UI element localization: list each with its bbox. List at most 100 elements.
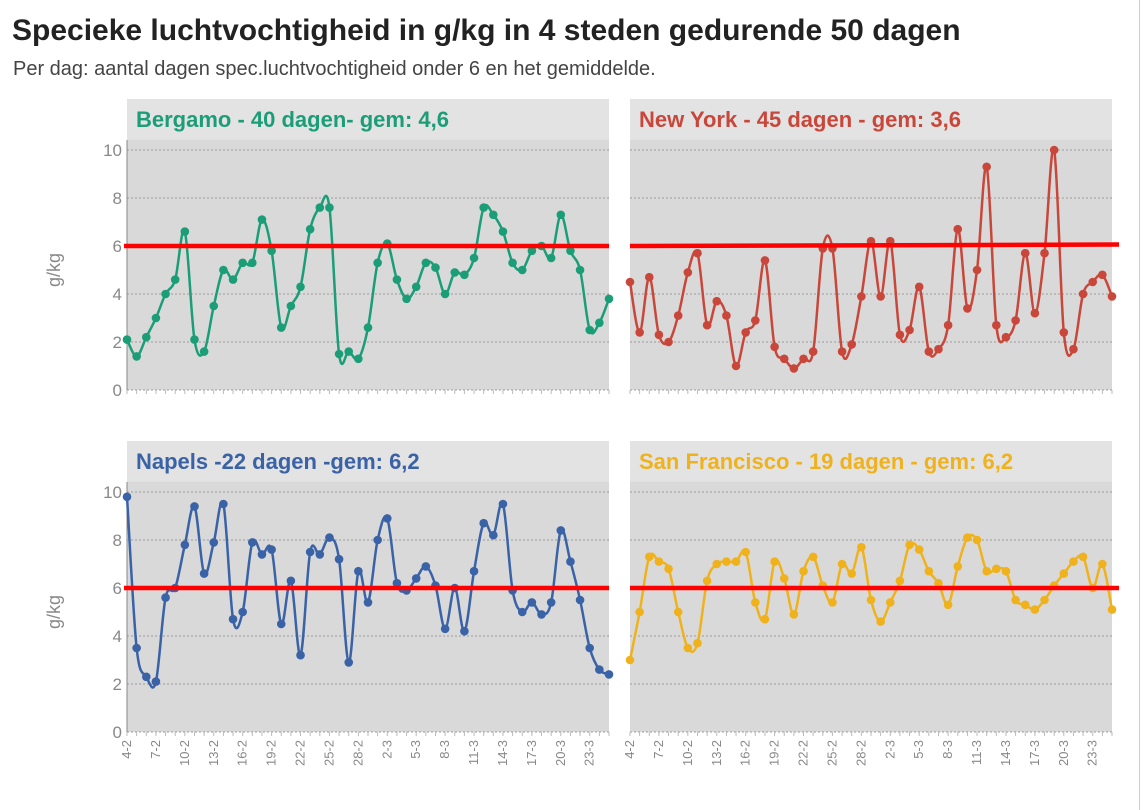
panel1-data-point [267, 246, 276, 256]
panel3-data-point [315, 550, 325, 559]
panel2-data-point [789, 364, 799, 373]
panel2-reference-line [629, 242, 1120, 249]
x-tick-label: 14-3 [495, 740, 510, 766]
panel2-data-point [1088, 277, 1098, 287]
panel4-data-point [731, 557, 741, 566]
panel3-data-point [248, 538, 257, 547]
panel1-data-point [431, 263, 440, 272]
panel3-data-point [489, 530, 498, 540]
panel2-data-point [731, 361, 741, 371]
panel4-data-point [664, 564, 673, 574]
panel4-data-point [808, 552, 818, 562]
x-tick-label: 2-3 [379, 740, 394, 759]
panel2-data-point [1049, 145, 1059, 155]
panel1-data-point [411, 282, 421, 292]
x-tick-label: 8-3 [437, 740, 452, 759]
panel1-data-point [286, 301, 296, 311]
panel3-data-point [190, 502, 199, 511]
y-tick-label: 6 [113, 237, 122, 256]
panel4-data-point [1030, 605, 1040, 614]
panel1-data-point [460, 270, 469, 280]
y-tick-label: 8 [113, 531, 122, 550]
panel2-data-point [1040, 248, 1049, 258]
x-tick-label: 22-2 [796, 740, 811, 766]
panel4-data-point [895, 576, 905, 586]
panel3-data-point [498, 499, 508, 509]
panel3-data-point [527, 598, 537, 607]
panel4-data-point [905, 540, 914, 550]
panel3-data-point [209, 538, 219, 547]
panel4-data-point [1069, 557, 1078, 566]
panel3-data-point [604, 670, 614, 679]
panel2-data-point [779, 354, 789, 364]
panel1-data-point [566, 246, 575, 256]
panel2-data-point [1069, 344, 1078, 354]
panel2-data-point [1107, 292, 1117, 301]
panel1-data-point [228, 275, 238, 284]
panel3-data-point [257, 550, 267, 559]
panel1-data-point [392, 275, 402, 284]
panel4-data-point [654, 557, 664, 566]
panel4-data-point [837, 559, 847, 569]
panel4-data-point [982, 566, 991, 576]
y-tick-label: 6 [113, 579, 122, 598]
panel4-data-point [1040, 595, 1049, 605]
panel2-data-point [683, 268, 693, 277]
panel4-data-point [866, 595, 876, 605]
panel1-data-point [363, 323, 373, 332]
y-tick-label: 0 [113, 723, 122, 742]
panel3-data-point [199, 569, 209, 578]
panel2-data-point [914, 282, 924, 292]
x-tick-label: 2-3 [882, 740, 897, 759]
panel1-data-point [325, 203, 334, 212]
panel2-data-point [963, 304, 972, 313]
x-tick-label: 10-2 [177, 740, 192, 766]
y-axis-label: g/kg [44, 253, 64, 287]
panel3-data-point [286, 576, 296, 586]
panel2-data-point [808, 347, 818, 356]
panel4-data-point [943, 600, 953, 610]
panel1-data-point [489, 210, 498, 220]
panel3-data-point [276, 619, 286, 629]
panel1-data-point [440, 289, 450, 299]
x-tick-label: 23-3 [582, 740, 597, 766]
panel2-data-point [722, 311, 731, 320]
panel1-data-point [151, 313, 161, 323]
panel2-data-point [751, 316, 760, 325]
panel2-data-point [654, 330, 664, 340]
panel3-data-point [460, 626, 469, 636]
panel1-data-point [450, 268, 460, 277]
panel3-data-point [334, 554, 344, 564]
panel2-strip-label: New York - 45 dagen - gem: 3,6 [639, 107, 961, 132]
x-tick-label: 19-2 [767, 740, 782, 766]
panel3-data-point [421, 562, 431, 571]
panel2-data-point [712, 296, 722, 306]
panel3-data-point [296, 650, 305, 660]
panel3-data-point [354, 566, 363, 576]
panel4-data-point [702, 576, 712, 586]
x-tick-label: 28-2 [350, 740, 365, 766]
panel1-data-point [585, 325, 595, 335]
panel3-data-point [151, 677, 161, 686]
x-tick-label: 20-3 [1056, 740, 1071, 766]
panel1-data-point [498, 227, 508, 236]
panel1-data-point [604, 294, 614, 304]
panel3-data-point [546, 598, 556, 607]
panel1-data-point [170, 275, 180, 284]
panel4-data-point [722, 557, 731, 566]
x-tick-label: 8-3 [940, 740, 955, 759]
x-tick-label: 13-2 [709, 740, 724, 766]
panel2-data-point [644, 272, 654, 282]
panel3-data-point [228, 614, 238, 624]
panel3-data-point [122, 492, 132, 502]
panel3-data-point [479, 518, 488, 528]
panel4-data-point [876, 617, 885, 626]
panel2-data-point [1030, 308, 1040, 318]
x-tick-label: 28-2 [853, 740, 868, 766]
panel1-data-point [276, 323, 286, 332]
panel2-data-point [760, 256, 770, 265]
x-tick-label: 14-3 [998, 740, 1013, 766]
panel1-data-point [248, 258, 257, 268]
panel3-data-point [469, 566, 479, 576]
panel3-data-point [363, 598, 373, 607]
